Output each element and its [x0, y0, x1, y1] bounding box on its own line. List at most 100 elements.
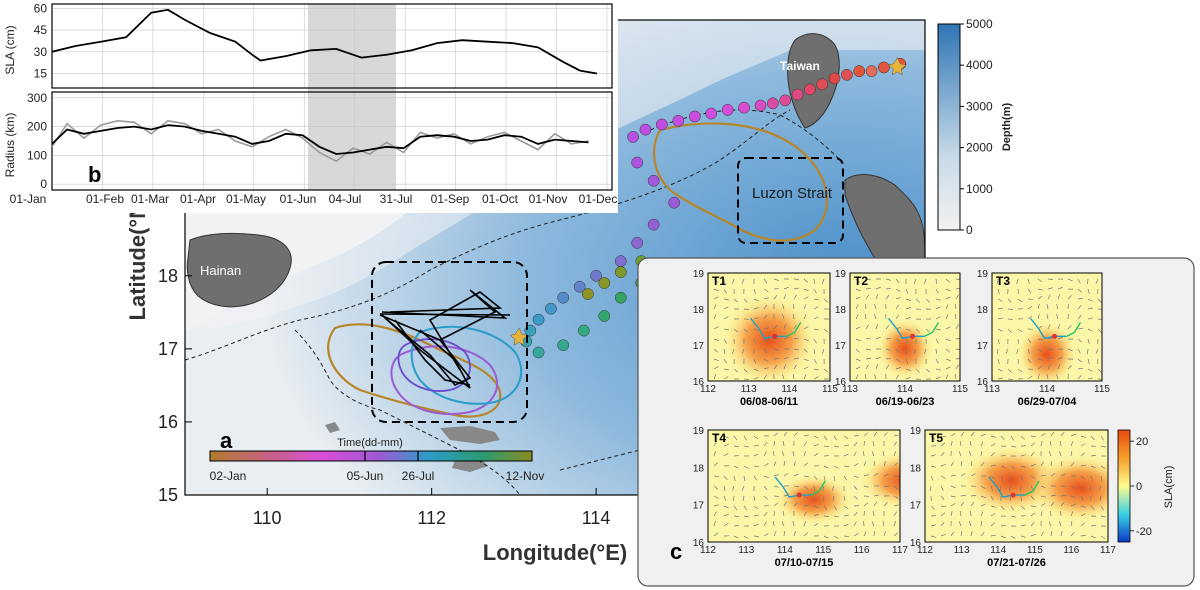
subpanel-date-label: 07/21-07/26	[987, 557, 1046, 569]
map-y-tick-label: 16	[158, 412, 178, 432]
velocity-arrow	[833, 505, 838, 511]
time-colorbar-label: Time(dd-mm)	[337, 437, 403, 449]
velocity-arrow	[1040, 531, 1044, 537]
velocity-arrow	[955, 357, 960, 360]
velocity-arrow	[935, 278, 938, 285]
velocity-arrow	[1080, 475, 1086, 480]
velocity-arrow	[855, 358, 861, 362]
velocity-arrow	[990, 522, 995, 527]
depth-colorbar-ticks: 0 1000 2000 3000 4000 5000	[960, 17, 993, 237]
velocity-arrow	[1067, 365, 1072, 370]
glider-path	[887, 317, 925, 340]
track-point	[590, 269, 602, 282]
velocity-arrow	[1090, 524, 1096, 527]
velocity-arrow	[832, 495, 835, 501]
velocity-arrow	[813, 338, 817, 344]
velocity-arrow	[959, 441, 962, 447]
velocity-arrow	[1087, 368, 1093, 372]
velocity-arrow	[935, 338, 939, 344]
velocity-arrow	[1049, 511, 1052, 517]
velocity-arrow	[713, 358, 719, 362]
subpanel-x-tick: 112	[700, 384, 716, 395]
glider-path	[988, 476, 1026, 498]
subpanel-y-tick: 19	[693, 426, 705, 437]
velocity-arrow	[1037, 338, 1043, 341]
velocity-arrow	[773, 485, 779, 488]
velocity-arrow	[1090, 465, 1096, 469]
velocity-arrow	[895, 348, 900, 354]
eddy-boundary	[410, 325, 523, 405]
velocity-arrow	[925, 328, 931, 333]
velocity-arrow	[1087, 298, 1093, 302]
velocity-arrow	[1095, 348, 1099, 354]
velocity-arrow	[833, 465, 839, 469]
velocity-arrow	[935, 288, 939, 294]
month-tick-label: 01-Oct	[482, 192, 519, 206]
velocity-arrow	[793, 531, 796, 537]
track-point	[791, 88, 804, 101]
velocity-arrow	[763, 367, 769, 370]
velocity-arrow	[713, 326, 719, 330]
velocity-arrow	[1080, 485, 1083, 491]
velocity-arrow	[783, 324, 787, 330]
velocity-arrow	[905, 368, 911, 371]
velocity-arrow	[753, 505, 759, 510]
velocity-arrow	[990, 495, 994, 501]
glider-path	[774, 476, 812, 498]
velocity-arrow	[945, 358, 951, 362]
velocity-arrow	[723, 358, 727, 364]
velocity-arrow	[782, 511, 785, 517]
subpanel-y-tick: 18	[910, 463, 922, 474]
glider-path	[786, 321, 802, 337]
velocity-arrow	[1037, 374, 1040, 380]
velocity-arrow	[863, 531, 867, 537]
velocity-arrow	[883, 485, 889, 488]
velocity-arrow	[913, 348, 917, 354]
velocity-arrow	[1100, 475, 1103, 481]
track-point	[767, 97, 779, 110]
subpanel-y-tick: 19	[693, 269, 705, 280]
velocity-arrow	[793, 337, 799, 340]
velocity-arrow	[1030, 463, 1036, 467]
velocity-arrow	[1056, 374, 1059, 380]
velocity-arrow	[1077, 367, 1083, 370]
subpanel-t2: T2 113 114 115 19 18 17 16 06/19-06/23	[835, 269, 969, 408]
track-point	[656, 118, 668, 131]
depth-tick-label: 2000	[966, 141, 993, 155]
velocity-arrow	[970, 510, 972, 517]
velocity-arrow	[893, 485, 898, 490]
velocity-arrow	[1077, 327, 1083, 330]
velocity-arrow	[923, 278, 927, 284]
subpanel-y-tick: 17	[693, 341, 705, 352]
velocity-arrow	[743, 445, 749, 448]
velocity-arrow	[782, 314, 785, 320]
velocity-arrow	[763, 338, 769, 342]
panel-label-a: a	[220, 428, 233, 453]
velocity-arrow	[895, 278, 900, 284]
velocity-arrow	[1060, 431, 1065, 437]
velocity-arrow	[883, 502, 888, 507]
velocity-arrow	[1056, 314, 1059, 320]
velocity-arrow	[873, 501, 878, 507]
eddy-boundary	[397, 338, 471, 392]
track-point	[779, 94, 792, 107]
velocity-arrow	[733, 495, 735, 502]
velocity-arrow	[940, 495, 945, 501]
velocity-arrow	[803, 504, 809, 507]
velocity-arrow	[955, 278, 960, 281]
velocity-arrow	[1020, 435, 1025, 440]
track-point	[878, 61, 890, 74]
velocity-arrow	[923, 348, 927, 354]
velocity-arrow	[792, 304, 795, 310]
velocity-arrow	[853, 442, 858, 447]
velocity-arrow	[793, 278, 799, 281]
velocity-arrow	[980, 531, 985, 537]
velocity-arrow	[713, 296, 719, 300]
velocity-arrow	[883, 432, 888, 437]
velocity-arrow	[773, 440, 775, 447]
track-point	[614, 291, 627, 304]
velocity-arrow	[885, 324, 890, 330]
velocity-arrow	[873, 530, 876, 537]
velocity-arrow	[813, 328, 819, 331]
subpanel-date-label: 06/29-07/04	[1018, 396, 1078, 408]
